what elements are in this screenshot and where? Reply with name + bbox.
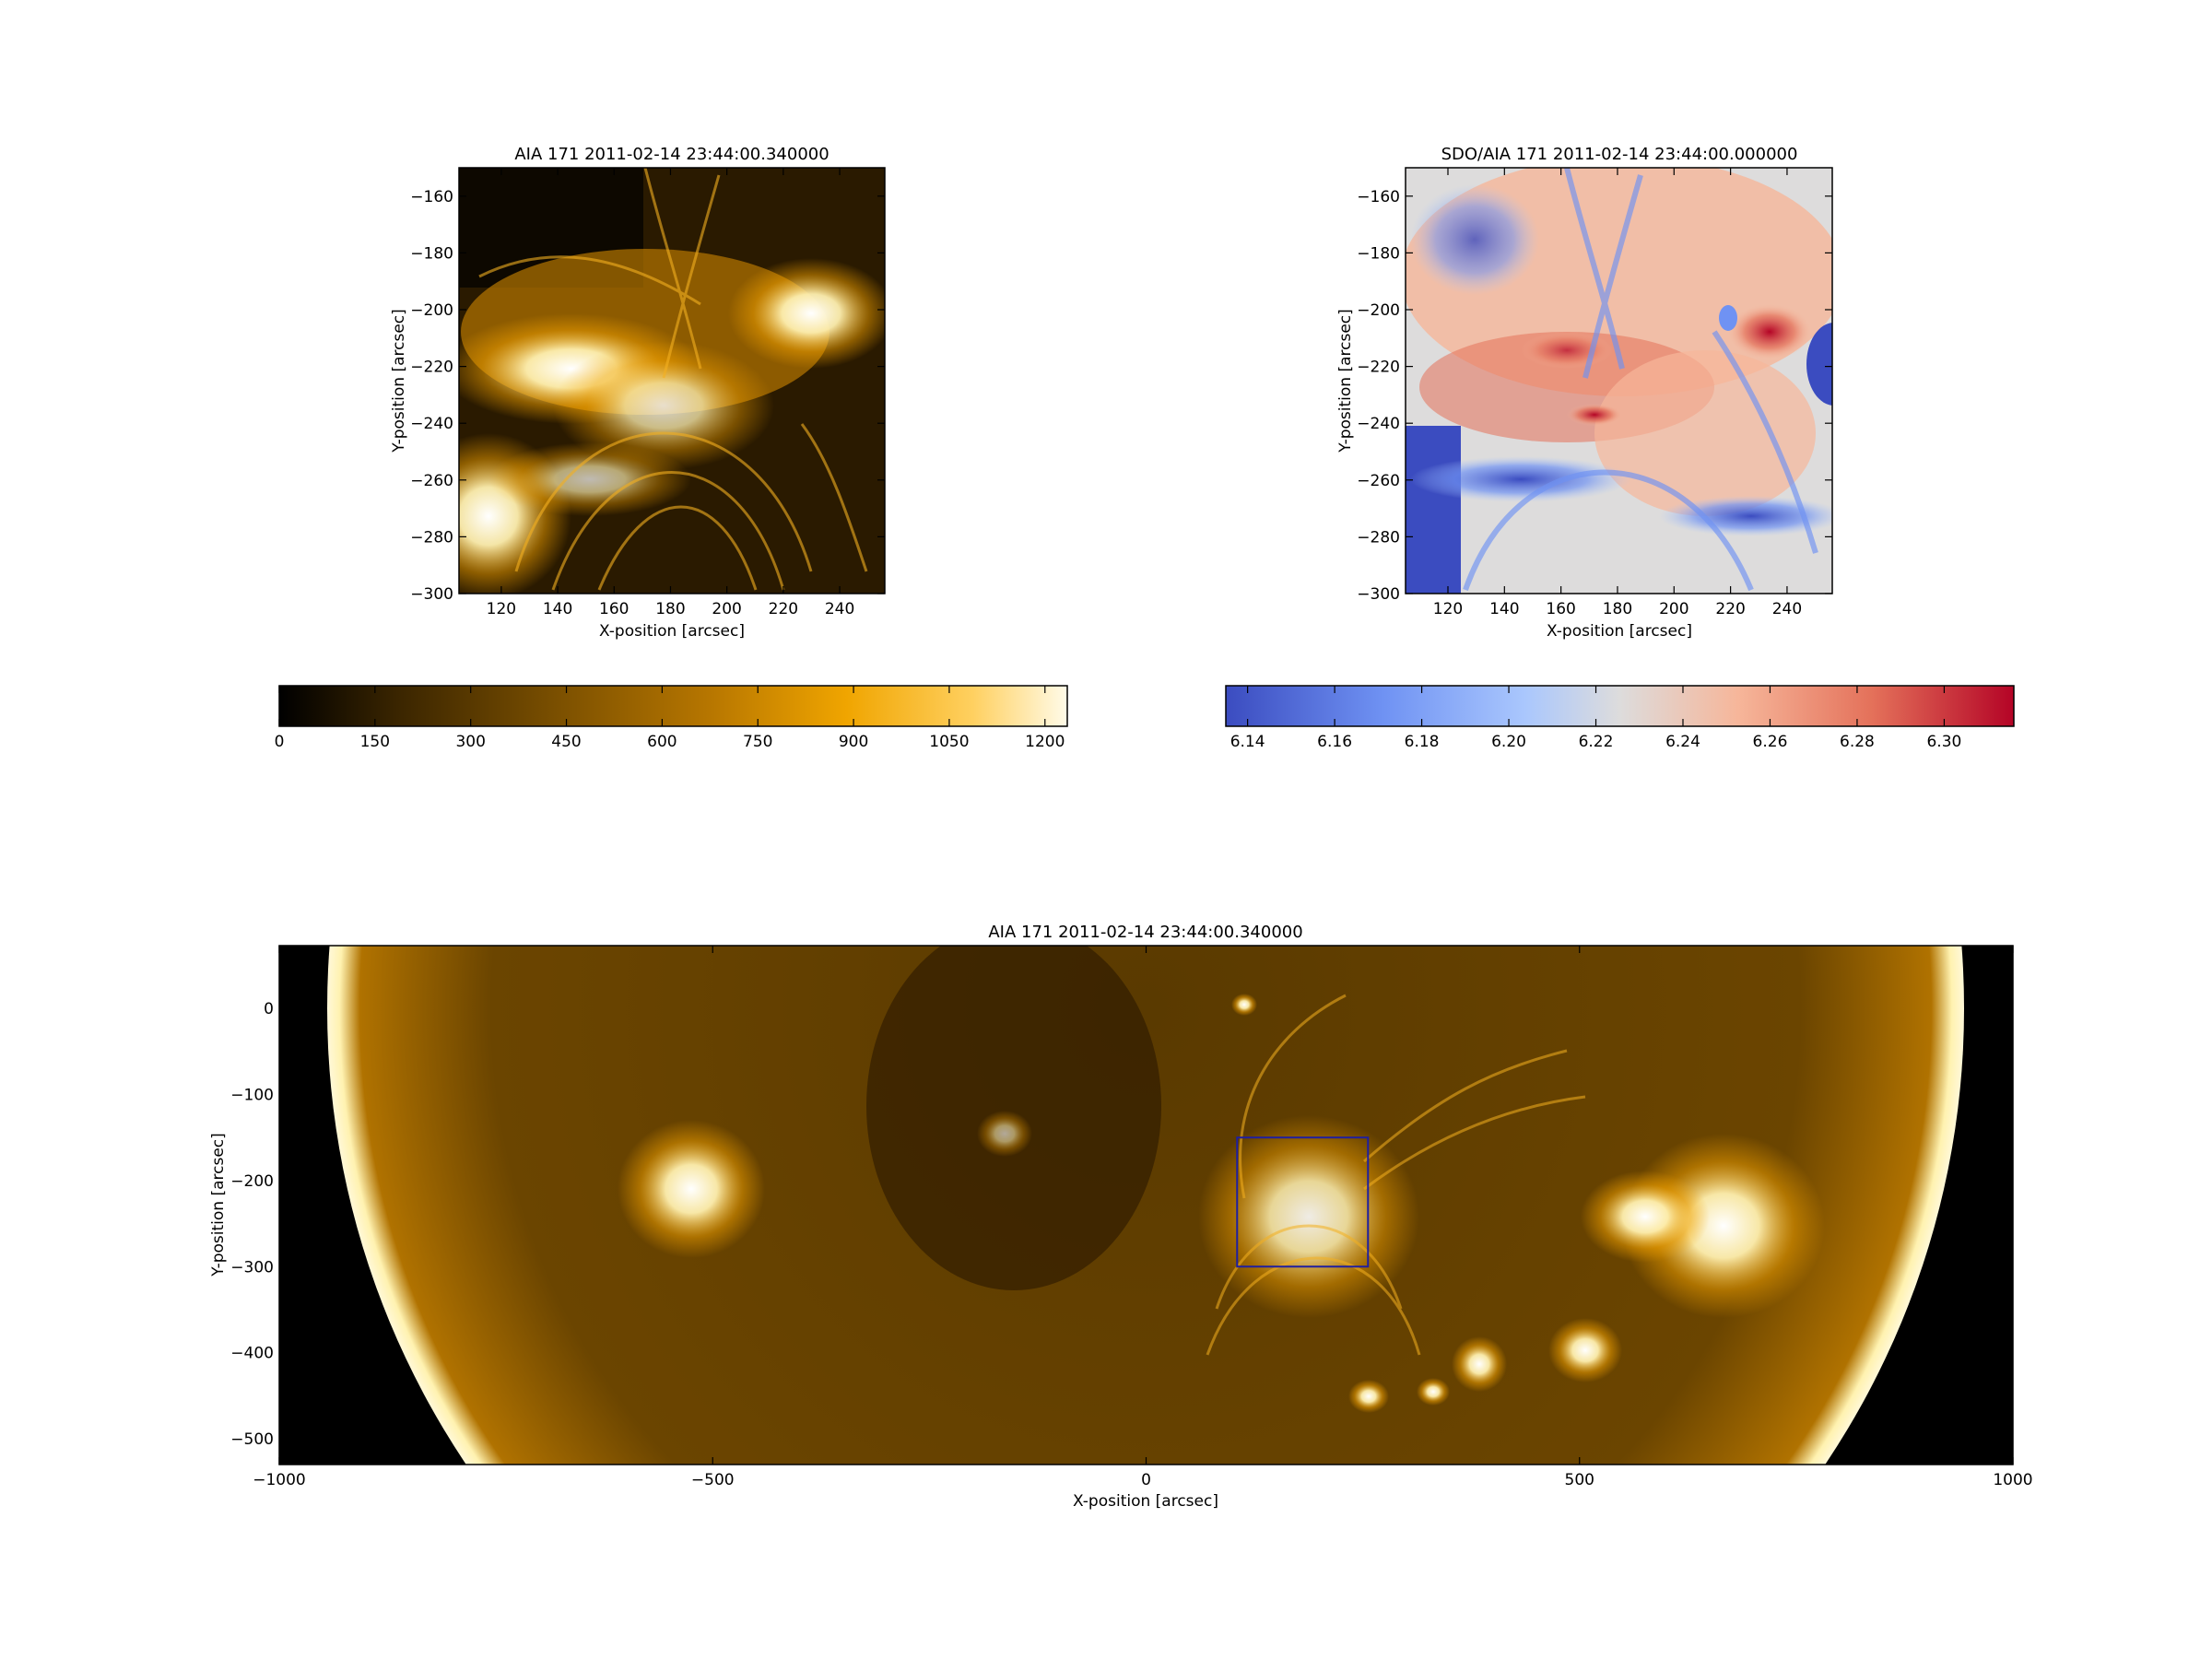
panel-top-right: SDO/AIA 171 2011-02-14 23:44:00.000000 X… <box>1336 145 1833 641</box>
panel-title: SDO/AIA 171 2011-02-14 23:44:00.000000 <box>1441 145 1798 164</box>
colorbar-tick-label: 300 <box>455 733 485 751</box>
colorbar-tick-label: 150 <box>360 733 390 751</box>
x-tick-label: 200 <box>1659 600 1688 618</box>
y-tick-label: −300 <box>1357 585 1400 604</box>
colorbar-coolwarm-gradient <box>1225 685 2015 727</box>
x-tick-label: 240 <box>825 600 854 618</box>
colorbar-tick-label: 750 <box>743 733 772 751</box>
y-tick-label: −200 <box>410 301 453 320</box>
colorbar-tick-label: 900 <box>839 733 868 751</box>
colorbar-tick-label: 6.20 <box>1491 733 1526 751</box>
colorbar-aia171-gradient <box>278 685 1068 727</box>
x-axis-label: X-position [arcsec] <box>1073 1492 1218 1511</box>
colorbar-tick-label: 1050 <box>929 733 969 751</box>
y-tick-label: −160 <box>1357 188 1400 206</box>
x-tick-label: 1000 <box>1993 1471 2032 1489</box>
colorbar-aia171: 0 150 300 450 600 750 900 1050 1200 <box>275 685 1068 751</box>
y-tick-label: −240 <box>1357 415 1400 433</box>
x-tick-label: 140 <box>1489 600 1519 618</box>
y-tick-label: −220 <box>1357 359 1400 377</box>
x-tick-label: 120 <box>487 600 516 618</box>
colorbar-tick-label: 600 <box>647 733 677 751</box>
x-axis-label: X-position [arcsec] <box>1547 622 1692 641</box>
x-tick-label: 140 <box>543 600 572 618</box>
y-tick-label: −180 <box>1357 244 1400 263</box>
x-tick-label: 180 <box>655 600 685 618</box>
y-tick-label: −160 <box>410 188 453 206</box>
y-tick-label: 0 <box>264 1000 274 1018</box>
colorbar-tick-label: 0 <box>275 733 285 751</box>
colorbar-coolwarm: 6.14 6.16 6.18 6.20 6.22 6.24 6.26 6.28 6.30 <box>1225 685 2015 751</box>
y-tick-label: −300 <box>230 1258 274 1277</box>
x-axis-label: X-position [arcsec] <box>599 622 745 641</box>
x-tick-label: 240 <box>1772 600 1802 618</box>
x-tick-label: 120 <box>1433 600 1463 618</box>
y-tick-label: −180 <box>410 244 453 263</box>
colorbar-tick-label: 6.28 <box>1840 733 1875 751</box>
colorbar-tick-label: 1200 <box>1025 733 1065 751</box>
y-tick-label: −400 <box>230 1345 274 1363</box>
y-tick-label: −200 <box>230 1172 274 1191</box>
x-tick-label: 0 <box>1141 1471 1151 1489</box>
y-tick-label: −260 <box>410 472 453 490</box>
y-tick-label: −280 <box>1357 528 1400 547</box>
colorbar-tick-label: 6.30 <box>1926 733 1961 751</box>
y-tick-label: −240 <box>410 415 453 433</box>
colorbar-tick-label: 6.22 <box>1579 733 1614 751</box>
x-tick-label: 500 <box>1565 1471 1594 1489</box>
zoom-region-box <box>1236 1136 1370 1268</box>
y-tick-label: −500 <box>230 1430 274 1449</box>
y-tick-label: −260 <box>1357 472 1400 490</box>
y-tick-label: −280 <box>410 528 453 547</box>
panel-title: AIA 171 2011-02-14 23:44:00.340000 <box>514 145 829 164</box>
y-axis-label: Y-position [arcsec] <box>1336 309 1355 453</box>
x-tick-label: 160 <box>1546 600 1575 618</box>
colorbar-tick-label: 6.18 <box>1405 733 1440 751</box>
aia171-cutout-image <box>459 168 885 594</box>
colorbar-tick-label: 6.24 <box>1665 733 1700 751</box>
x-tick-label: 220 <box>769 600 798 618</box>
colorbar-tick-label: 450 <box>551 733 581 751</box>
colorbar-tick-label: 6.16 <box>1317 733 1352 751</box>
x-tick-label: 160 <box>599 600 629 618</box>
y-tick-label: −200 <box>1357 301 1400 320</box>
x-tick-label: −500 <box>691 1471 735 1489</box>
x-tick-label: 200 <box>712 600 741 618</box>
panel-title: AIA 171 2011-02-14 23:44:00.340000 <box>988 923 1302 942</box>
y-tick-label: −100 <box>230 1087 274 1105</box>
colorbar-tick-label: 6.26 <box>1753 733 1788 751</box>
x-tick-label: 220 <box>1715 600 1745 618</box>
aia171-full-disk-image <box>279 946 2013 1465</box>
x-tick-label: −1000 <box>253 1471 306 1489</box>
y-tick-label: −220 <box>410 359 453 377</box>
y-axis-label: Y-position [arcsec] <box>390 309 408 453</box>
coolwarm-map-image <box>1406 168 1832 594</box>
x-tick-label: 180 <box>1603 600 1632 618</box>
panel-bottom: AIA 171 2011-02-14 23:44:00.340000 X-pos… <box>209 923 2033 1511</box>
panel-top-left: AIA 171 2011-02-14 23:44:00.340000 X-pos… <box>390 145 886 641</box>
y-tick-label: −300 <box>410 585 453 604</box>
y-axis-label: Y-position [arcsec] <box>209 1133 228 1277</box>
colorbar-tick-label: 6.14 <box>1230 733 1265 751</box>
